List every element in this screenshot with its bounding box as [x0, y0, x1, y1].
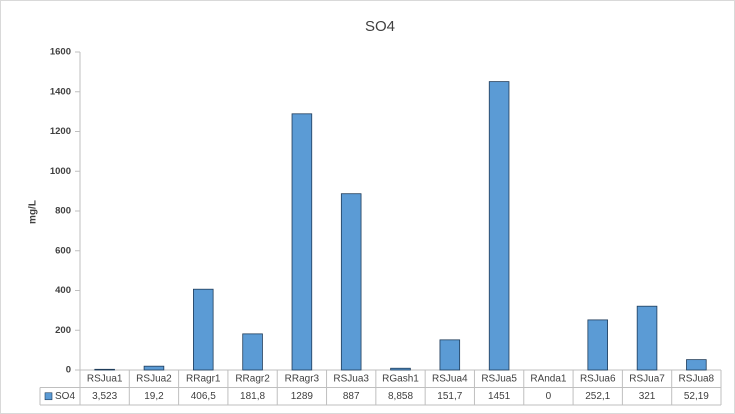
- table-value: 887: [343, 391, 360, 402]
- table-value: 406,5: [191, 391, 216, 402]
- x-tick-label: RSJua1: [87, 373, 123, 384]
- x-tick-label: RSJua6: [580, 373, 616, 384]
- y-tick-label: 1200: [50, 126, 71, 137]
- y-tick-label: 0: [66, 365, 71, 376]
- table-value: 181,8: [240, 391, 265, 402]
- legend-key: [44, 392, 53, 401]
- bar: [587, 319, 608, 371]
- x-tick-label: RSJua2: [136, 373, 172, 384]
- bar: [340, 193, 362, 371]
- bar: [193, 288, 214, 371]
- y-tick-label: 1600: [50, 47, 71, 58]
- table-value: 3,523: [92, 391, 117, 402]
- bar: [143, 365, 165, 371]
- x-tick-label: RSJua4: [432, 373, 468, 384]
- chart-title: SO4: [365, 18, 395, 35]
- bar: [94, 368, 115, 371]
- x-tick-label: RAnda1: [530, 373, 567, 384]
- table-value: 19,2: [144, 391, 164, 402]
- x-tick-label: RRagr3: [285, 373, 320, 384]
- x-tick-label: RSJua7: [629, 373, 665, 384]
- bar: [488, 81, 510, 371]
- y-tick-label: 600: [55, 245, 71, 256]
- x-tick-label: RSJua3: [333, 373, 369, 384]
- bar: [291, 113, 313, 371]
- bar: [390, 367, 411, 371]
- table-value: 52,19: [684, 391, 709, 402]
- table-value: 151,7: [437, 391, 462, 402]
- x-tick-label: RRagr2: [235, 373, 270, 384]
- y-axis-title: mg/L: [28, 200, 39, 224]
- bar: [686, 359, 707, 371]
- bar: [636, 305, 658, 371]
- table-value: 1451: [488, 391, 511, 402]
- y-tick-label: 1400: [50, 86, 71, 97]
- table-value: 8,858: [388, 391, 413, 402]
- table-value: 252,1: [585, 391, 610, 402]
- y-tick-label: 400: [55, 285, 71, 296]
- y-tick-label: 800: [55, 206, 71, 217]
- y-tick-label: 200: [55, 325, 71, 336]
- bar: [439, 339, 461, 371]
- y-tick-label: 1000: [50, 166, 71, 177]
- table-value: 0: [546, 391, 552, 402]
- table-value: 321: [639, 391, 656, 402]
- bar: [242, 333, 263, 371]
- table-value: 1289: [291, 391, 314, 402]
- legend-label: SO4: [55, 391, 75, 402]
- x-tick-label: RGash1: [382, 373, 419, 384]
- x-tick-label: RRagr1: [186, 373, 221, 384]
- x-tick-label: RSJua5: [481, 373, 517, 384]
- x-tick-label: RSJua8: [679, 373, 715, 384]
